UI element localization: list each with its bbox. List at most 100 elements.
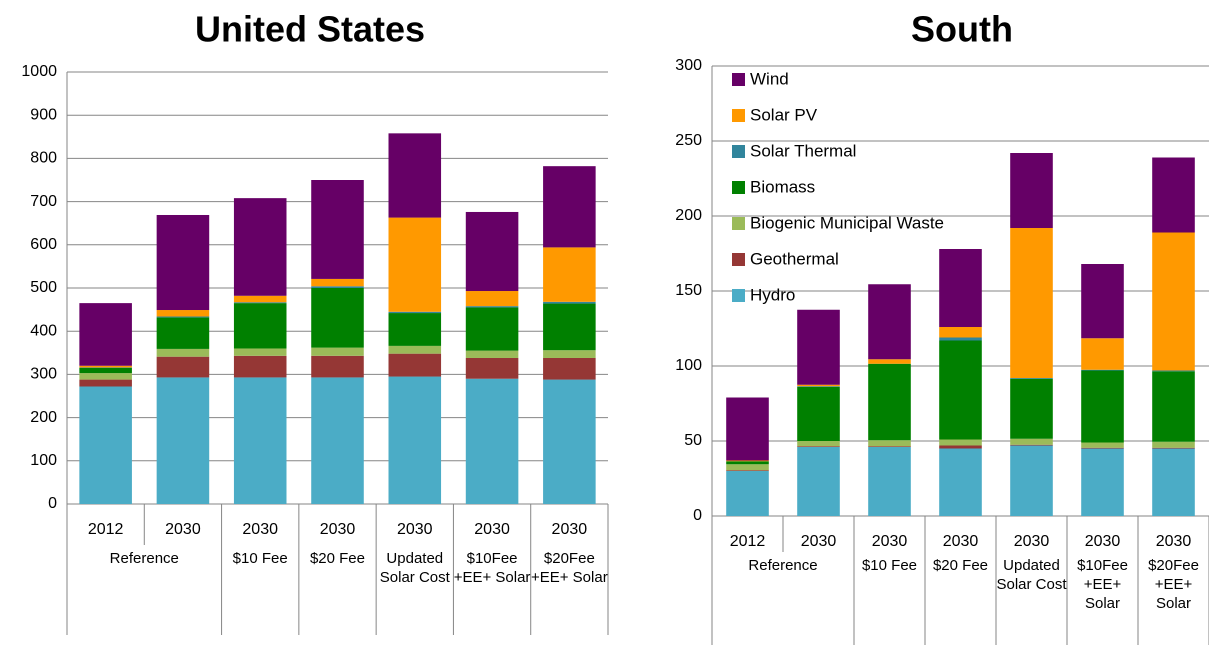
x-tick-label: 2030 [320,521,356,538]
bar-segment [1081,448,1124,516]
bar-segment [233,302,287,304]
bar-segment [1010,228,1053,378]
bar-segment [868,440,911,447]
bar-segment [797,447,840,516]
bar-segment [388,376,442,504]
bar-segment [233,198,287,296]
bar-segment [79,365,132,368]
bar-segment [311,286,364,288]
bar-segment [388,353,442,377]
bar-segment [1081,447,1124,449]
bar-segment [726,460,769,462]
bar-segment [79,379,132,387]
bar-segment [156,377,210,504]
bar-segment [465,378,519,504]
group-label-box: Reference [110,550,179,567]
bar-segment [465,211,519,292]
bar-segment [543,301,596,304]
group-label: $10 Fee [232,550,288,567]
y-tick-label: 250 [675,132,702,149]
bar-segment [543,247,596,302]
y-tick-label: 200 [30,409,57,426]
legend-swatch [732,289,745,302]
chart-title: United States [195,9,425,50]
y-tick-label: 600 [30,236,57,253]
bar-segment [465,357,519,379]
y-tick-label: 100 [30,452,57,469]
group-label-box: $10 Fee [861,557,918,574]
bar-segment [311,278,364,287]
y-tick-label: 0 [693,507,702,524]
bar-segment [311,347,364,356]
bar-segment [868,359,911,364]
bar-segment [1152,447,1195,449]
group-label: $10 Fee [861,557,918,574]
bar-segment [388,311,442,314]
group-label: $20 Fee [309,550,365,567]
x-tick-label: 2030 [397,521,433,538]
legend-swatch [732,109,745,122]
bar-segment [465,291,519,307]
bar-segment [311,377,364,504]
y-tick-label: 150 [675,282,702,299]
y-tick-label: 500 [30,279,57,296]
bar-segment [726,461,769,465]
bar-segment [939,249,982,327]
group-label: $10Fee +EE+ Solar [1077,557,1128,612]
bar-segment [311,288,364,348]
group-label-box: $20 Fee [309,550,365,567]
group-label: $10Fee +EE+ Solar [453,550,531,586]
bar-segment [233,355,287,378]
bar-segment [797,387,840,441]
y-tick-label: 900 [30,106,57,123]
legend-label: Hydro [750,285,795,304]
bar-segment [156,317,210,349]
bar-segment [939,445,982,449]
bar-segment [79,367,132,374]
bar-segment [1010,445,1053,516]
x-tick-label: 2030 [801,533,837,550]
group-label: $20Fee +EE+ Solar [530,550,608,586]
x-tick-label: 2030 [1014,533,1050,550]
bar-segment [1010,444,1053,446]
bar-segment [1010,153,1053,228]
bar-segment [233,303,287,349]
bar-segment [465,307,519,351]
bar-segment [726,471,769,516]
bar-segment [156,348,210,357]
bar-segment [156,316,210,318]
bar-segment [388,133,442,218]
group-label-box: $20 Fee [933,557,988,574]
x-tick-label: 2030 [474,521,510,538]
x-tick-label: 2030 [1085,533,1121,550]
legend-swatch [732,181,745,194]
bar-segment [388,345,442,354]
bar-segment [156,310,210,317]
x-tick-label: 2030 [165,521,201,538]
x-tick-label: 2030 [242,521,278,538]
bar-segment [1081,264,1124,339]
legend-swatch [732,217,745,230]
bar-segment [1081,442,1124,448]
bar-segment [311,355,364,378]
group-label-box: $10Fee +EE+ Solar [453,550,531,586]
y-tick-label: 100 [675,357,702,374]
bar-segment [939,340,982,440]
bar-segment [939,448,982,516]
group-label-box: Updated Solar Cost [379,550,450,586]
legend-label: Biogenic Municipal Waste [750,213,944,232]
group-label-box: $20Fee +EE+ Solar [530,550,608,586]
group-label: Updated Solar Cost [379,550,450,586]
y-tick-label: 400 [30,322,57,339]
legend-label: Solar PV [750,105,818,124]
bar-segment [156,356,210,378]
bar-segment [1152,370,1195,372]
group-label-box: Updated Solar Cost [996,557,1066,593]
bar-segment [1081,338,1124,370]
x-tick-label: 2030 [872,533,908,550]
bar-segment [543,357,596,380]
bar-segment [388,313,442,346]
bar-segment [797,441,840,447]
bar-segment [156,214,210,311]
